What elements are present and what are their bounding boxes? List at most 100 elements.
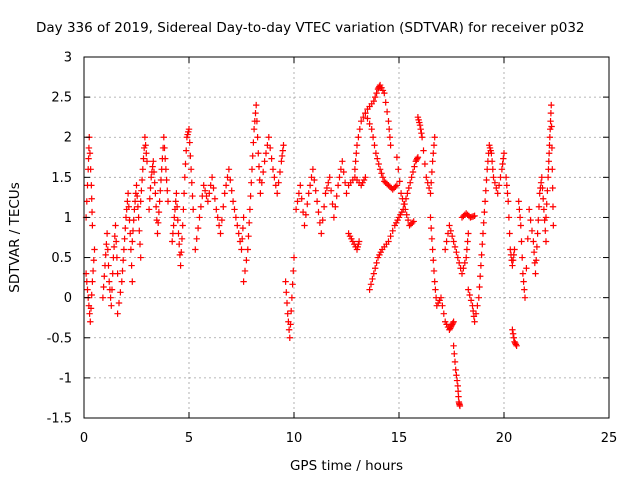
y-tick-label: -0.5 [47,331,72,346]
data-point [154,230,161,237]
data-point [542,214,550,221]
data-point [480,219,487,226]
data-point [169,238,176,245]
data-point [533,243,541,251]
data-point [122,224,129,232]
data-point [536,190,543,197]
data-point [85,144,93,152]
data-point [463,246,471,253]
y-tick-label: 2 [64,131,72,146]
data-point [180,190,188,197]
data-point [130,216,137,224]
data-point [418,130,425,137]
data-point [289,281,296,288]
data-point [146,195,153,202]
data-point [545,150,553,157]
data-point [262,150,270,157]
data-point [135,214,142,221]
data-point [238,246,245,253]
data-point [371,142,378,149]
data-point [534,230,541,237]
data-point [542,227,549,235]
data-point [467,297,475,304]
data-point [87,305,95,312]
data-point [392,183,399,190]
data-point [227,176,234,184]
data-point [139,166,146,173]
data-point [210,184,217,192]
data-point [326,174,333,181]
data-point [373,89,380,97]
data-point [87,166,94,173]
data-point [161,144,168,152]
data-point [313,198,321,205]
data-point [366,120,373,128]
data-point [197,203,205,210]
data-point [318,230,325,237]
axis-ticks [83,56,610,419]
data-point [136,227,143,235]
data-point [86,310,93,317]
data-point [339,158,346,165]
data-point [322,190,329,197]
data-point [427,214,434,221]
data-point [404,216,412,224]
data-point [194,224,202,232]
y-tick-label: -1 [59,371,72,386]
data-point [89,222,96,229]
data-point [431,134,438,141]
data-point [279,147,286,154]
data-point [447,227,454,235]
data-point [404,190,411,197]
data-point [268,155,275,162]
data-point [358,117,365,125]
data-point [254,134,261,141]
data-point [325,179,332,186]
data-point [282,278,289,285]
data-point [353,150,360,157]
data-point [491,179,499,186]
data-point [479,240,486,248]
data-point [160,134,167,141]
data-point [442,246,449,253]
data-point [312,187,319,194]
data-point [121,235,128,243]
data-point [481,208,488,216]
data-point [129,278,136,285]
data-point [142,142,149,149]
data-point [429,158,436,165]
data-point [465,230,472,237]
data-point [449,232,456,240]
data-point [133,182,140,189]
data-point [454,254,461,261]
data-point [276,168,284,176]
data-point [189,192,196,200]
data-point [298,195,305,202]
data-point [510,334,517,341]
data-point [455,393,462,400]
data-point [294,198,301,205]
x-tick-label: 20 [496,431,513,446]
data-point [112,222,119,229]
data-point [430,142,438,149]
data-point [253,117,261,125]
data-point [85,155,92,162]
data-point [155,208,163,216]
data-point [229,198,237,205]
data-series-sdtvar [82,81,557,410]
data-point [443,238,450,245]
data-point [107,294,114,301]
data-point [187,152,194,160]
data-point [545,158,552,165]
data-point [330,214,338,221]
data-point [108,302,115,309]
data-point [352,158,359,165]
data-point [255,163,263,170]
data-point [503,182,510,189]
data-point [248,166,256,173]
data-point [517,222,524,229]
data-point [509,262,516,269]
data-point [244,246,251,253]
data-point [129,227,137,235]
